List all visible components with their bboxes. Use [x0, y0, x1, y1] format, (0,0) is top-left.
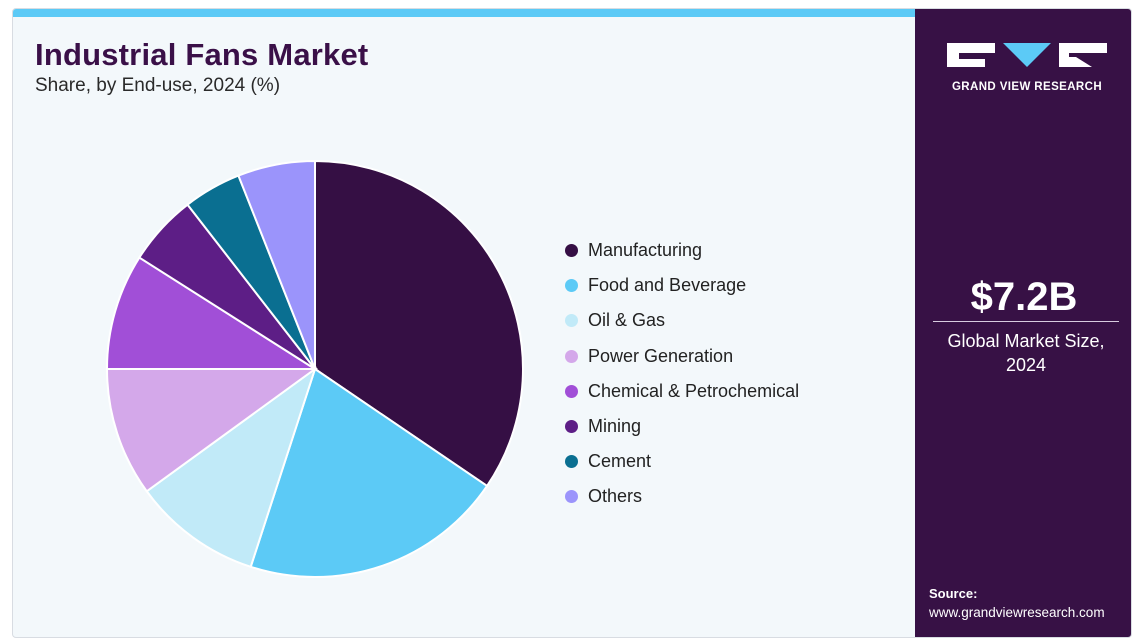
infographic-card: Industrial Fans Market Share, by End-use… [12, 8, 1132, 638]
divider [933, 321, 1119, 322]
market-size-caption: Global Market Size, 2024 [933, 329, 1119, 377]
market-size-value: $7.2B [970, 275, 1078, 319]
legend-swatch [565, 384, 578, 398]
market-summary-panel: GRAND VIEW RESEARCH $7.2B Global Market … [915, 9, 1131, 637]
source-url[interactable]: www.grandviewresearch.com [929, 605, 1105, 620]
pie-slice-manufacturing [314, 159, 524, 488]
legend-swatch [565, 279, 578, 293]
market-caption-line-2: 2024 [1005, 355, 1047, 375]
pie-slice-oil-gas [145, 366, 317, 569]
legend-item: Cement [565, 444, 799, 479]
pie-chart [105, 159, 524, 578]
legend-swatch [565, 314, 578, 328]
legend-label: Food and Beverage [588, 275, 747, 296]
legend-label: Others [588, 486, 643, 507]
pie-slice-chemical-petrochemical [105, 256, 319, 370]
legend-swatch [565, 349, 578, 363]
pie-slice-food-and-beverage [249, 367, 489, 578]
chart-subtitle: Share, by End-use, 2024 (%) [35, 75, 281, 96]
market-caption-line-1: Global Market Size, [947, 331, 1105, 351]
pie-slice-power-generation [105, 368, 319, 493]
legend-swatch [565, 420, 578, 434]
grand-view-research-logo: GRAND VIEW RESEARCH [947, 39, 1107, 99]
pie-slice-others [237, 159, 316, 370]
legend-label: Chemical & Petrochemical [588, 380, 800, 401]
chart-legend: Manufacturing Food and Beverage Oil & Gas P… [565, 233, 799, 515]
legend-label: Cement [588, 451, 652, 472]
legend-item: Mining [565, 409, 799, 444]
legend-item: Others [565, 479, 799, 514]
chart-title: Industrial Fans Market [35, 37, 369, 72]
accent-bar [13, 9, 915, 17]
legend-swatch [565, 244, 578, 258]
legend-item: Manufacturing [565, 233, 799, 268]
legend-label: Oil & Gas [588, 310, 666, 331]
legend-label: Power Generation [588, 345, 734, 366]
legend-swatch [565, 455, 578, 469]
legend-label: Manufacturing [588, 240, 703, 261]
legend-item: Food and Beverage [565, 268, 799, 303]
legend-swatch [565, 490, 578, 504]
source-label: Source: [929, 586, 978, 601]
legend-item: Oil & Gas [565, 303, 799, 338]
logo-text: GRAND VIEW RESEARCH [951, 81, 1103, 93]
legend-label: Mining [588, 416, 642, 437]
legend-item: Chemical & Petrochemical [565, 374, 799, 409]
legend-item: Power Generation [565, 339, 799, 374]
gvr-logo-icon [947, 43, 1107, 67]
